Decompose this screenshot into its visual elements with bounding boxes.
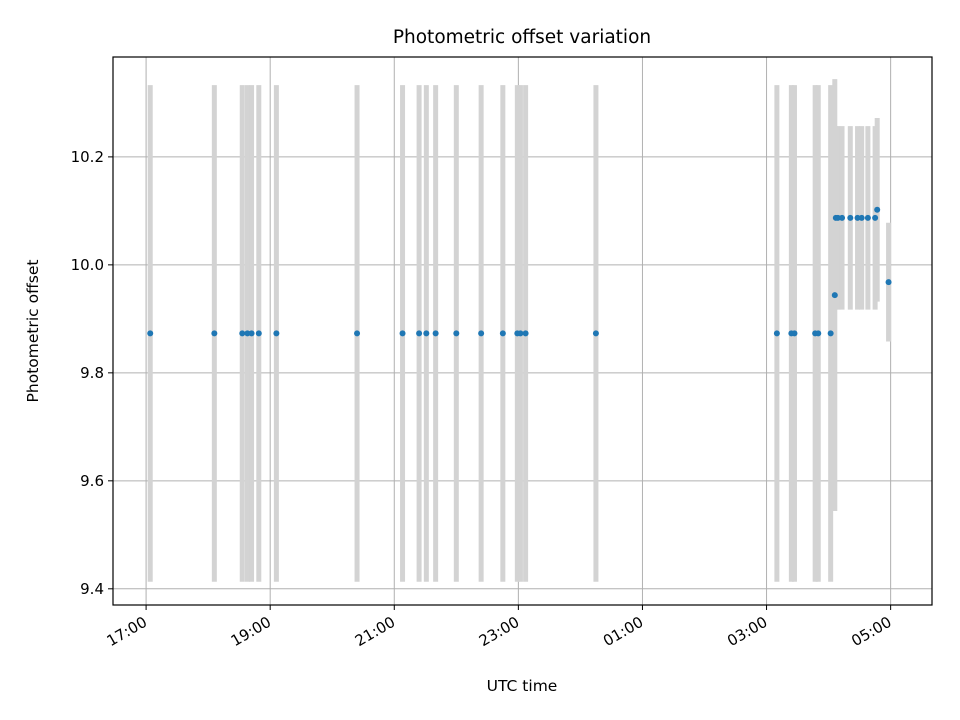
data-point: [399, 330, 406, 337]
data-point: [791, 330, 798, 337]
data-points: [147, 206, 892, 337]
data-point: [432, 330, 439, 337]
data-point: [815, 330, 822, 337]
data-point: [864, 214, 871, 221]
y-tick-label: 10.2: [71, 148, 104, 166]
data-point: [147, 330, 154, 337]
data-point: [354, 330, 361, 337]
data-point: [773, 330, 780, 337]
data-point: [522, 330, 529, 337]
x-axis-label: UTC time: [487, 677, 558, 695]
data-point: [839, 214, 846, 221]
data-point: [827, 330, 834, 337]
data-point: [858, 214, 865, 221]
data-point: [416, 330, 423, 337]
data-point: [211, 330, 218, 337]
data-point: [854, 214, 861, 221]
y-axis-ticks: 9.4 9.6 9.8 10.0 10.2: [71, 148, 113, 598]
data-point: [499, 330, 506, 337]
error-bars: [147, 79, 892, 582]
y-tick-label: 9.6: [80, 472, 104, 490]
data-point: [239, 330, 246, 337]
data-point: [453, 330, 460, 337]
data-point: [847, 214, 854, 221]
data-point: [885, 279, 892, 286]
data-point: [874, 206, 881, 213]
data-point: [834, 214, 841, 221]
y-tick-label: 10.0: [71, 256, 104, 274]
data-point: [831, 292, 838, 299]
data-point: [517, 330, 524, 337]
y-tick-label: 9.4: [80, 580, 104, 598]
data-point: [423, 330, 430, 337]
data-point: [273, 330, 280, 337]
chart-title: Photometric offset variation: [393, 27, 651, 48]
data-point: [592, 330, 599, 337]
data-point: [248, 330, 255, 337]
y-axis-label: Photometric offset: [24, 260, 42, 403]
data-point: [244, 330, 251, 337]
y-tick-label: 9.8: [80, 364, 104, 382]
plot-frame: [112, 56, 933, 606]
data-point: [255, 330, 262, 337]
data-point: [872, 214, 879, 221]
data-point: [478, 330, 485, 337]
